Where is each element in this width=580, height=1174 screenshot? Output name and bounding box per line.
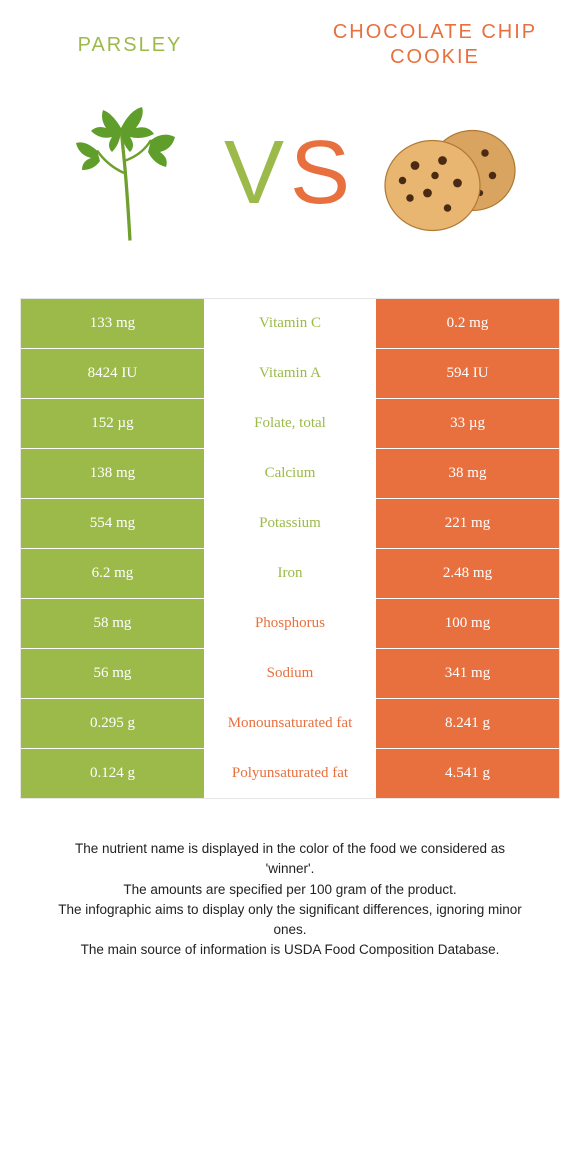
titles-row: PARSLEY CHOCOLATE CHIP COOKIE	[20, 20, 560, 70]
right-value-cell: 2.48 mg	[376, 549, 559, 598]
table-row: 152 µgFolate, total33 µg	[21, 399, 559, 449]
table-row: 56 mgSodium341 mg	[21, 649, 559, 699]
footer-line-1: The nutrient name is displayed in the co…	[50, 839, 530, 880]
nutrient-label-cell: Polyunsaturated fat	[204, 749, 376, 798]
table-row: 0.295 gMonounsaturated fat8.241 g	[21, 699, 559, 749]
right-value-cell: 38 mg	[376, 449, 559, 498]
vs-letter-v: V	[224, 122, 290, 225]
table-row: 8424 IUVitamin A594 IU	[21, 349, 559, 399]
right-value-cell: 8.241 g	[376, 699, 559, 748]
table-row: 138 mgCalcium38 mg	[21, 449, 559, 499]
left-value-cell: 56 mg	[21, 649, 204, 698]
nutrient-label-cell: Vitamin A	[204, 349, 376, 398]
left-value-cell: 8424 IU	[21, 349, 204, 398]
nutrient-label-cell: Calcium	[204, 449, 376, 498]
table-row: 58 mgPhosphorus100 mg	[21, 599, 559, 649]
left-food-title: PARSLEY	[30, 33, 230, 58]
right-value-cell: 100 mg	[376, 599, 559, 648]
right-value-cell: 0.2 mg	[376, 299, 559, 348]
left-value-cell: 133 mg	[21, 299, 204, 348]
table-row: 554 mgPotassium221 mg	[21, 499, 559, 549]
right-value-cell: 4.541 g	[376, 749, 559, 798]
right-value-cell: 33 µg	[376, 399, 559, 448]
comparison-table: 133 mgVitamin C0.2 mg8424 IUVitamin A594…	[20, 298, 560, 799]
cookie-icon	[370, 98, 530, 248]
vs-label: VS	[224, 122, 356, 225]
table-row: 0.124 gPolyunsaturated fat4.541 g	[21, 749, 559, 799]
table-row: 133 mgVitamin C0.2 mg	[21, 299, 559, 349]
nutrient-label-cell: Folate, total	[204, 399, 376, 448]
nutrient-label-cell: Vitamin C	[204, 299, 376, 348]
right-food-title: CHOCOLATE CHIP COOKIE	[320, 20, 550, 70]
left-value-cell: 138 mg	[21, 449, 204, 498]
nutrient-label-cell: Iron	[204, 549, 376, 598]
right-value-cell: 221 mg	[376, 499, 559, 548]
left-value-cell: 58 mg	[21, 599, 204, 648]
footer-line-3: The infographic aims to display only the…	[50, 900, 530, 941]
nutrient-label-cell: Phosphorus	[204, 599, 376, 648]
nutrient-label-cell: Sodium	[204, 649, 376, 698]
footer-line-4: The main source of information is USDA F…	[50, 940, 530, 960]
right-value-cell: 341 mg	[376, 649, 559, 698]
nutrient-label-cell: Potassium	[204, 499, 376, 548]
nutrient-label-cell: Monounsaturated fat	[204, 699, 376, 748]
vs-row: VS	[20, 88, 560, 258]
parsley-icon	[50, 98, 210, 248]
left-value-cell: 6.2 mg	[21, 549, 204, 598]
footer-notes: The nutrient name is displayed in the co…	[20, 839, 560, 961]
left-value-cell: 0.295 g	[21, 699, 204, 748]
footer-line-2: The amounts are specified per 100 gram o…	[50, 880, 530, 900]
left-value-cell: 0.124 g	[21, 749, 204, 798]
right-value-cell: 594 IU	[376, 349, 559, 398]
table-row: 6.2 mgIron2.48 mg	[21, 549, 559, 599]
vs-letter-s: S	[290, 122, 356, 225]
left-value-cell: 152 µg	[21, 399, 204, 448]
left-value-cell: 554 mg	[21, 499, 204, 548]
